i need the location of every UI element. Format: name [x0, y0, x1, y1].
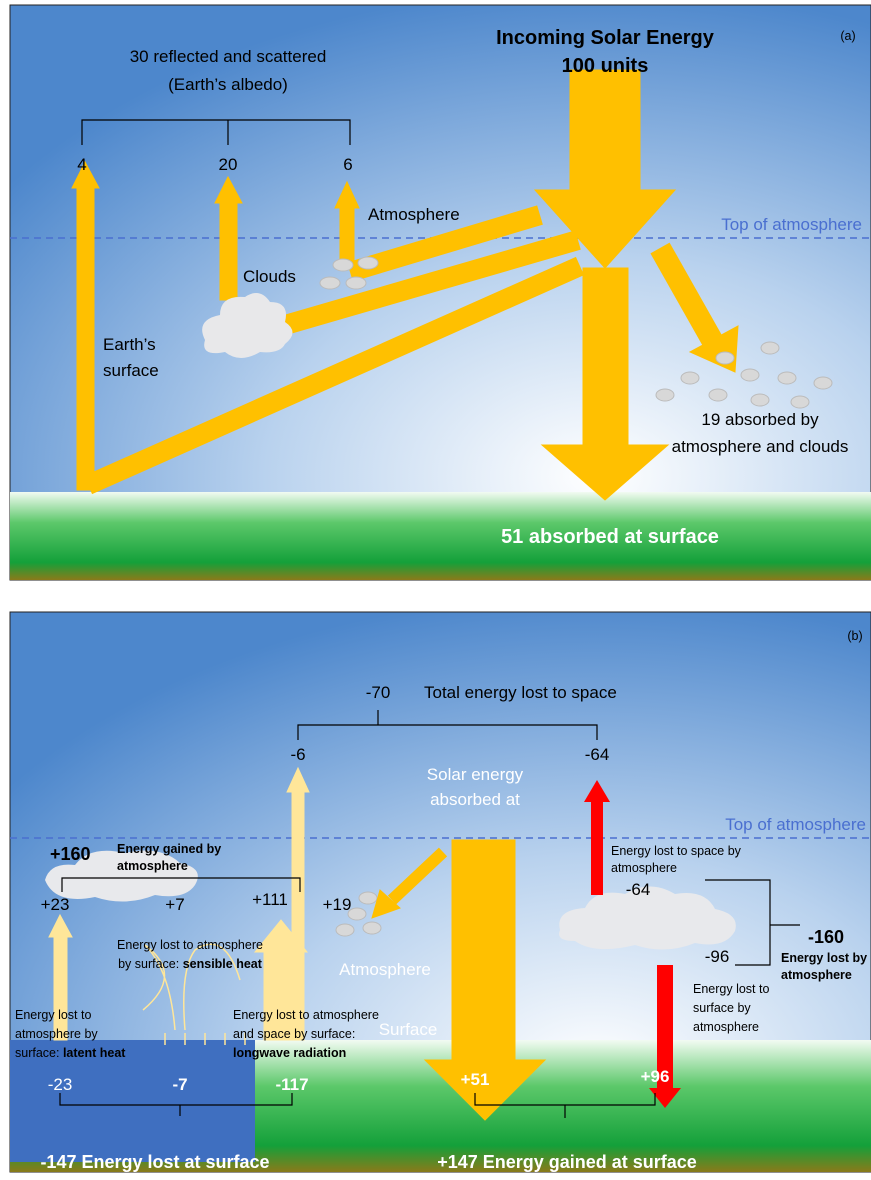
label: longwave radiation [233, 1046, 346, 1060]
title: 100 units [562, 55, 649, 77]
label: Energy gained by [117, 842, 221, 856]
clouds [45, 850, 736, 950]
value-label: 20 [219, 155, 238, 174]
label: Energy lost by [781, 951, 867, 965]
ground [10, 492, 871, 580]
value-label: +111 [252, 890, 288, 909]
absorbed-label: atmosphere and clouds [672, 437, 849, 456]
panel-label: (b) [847, 629, 862, 643]
water [10, 1040, 255, 1162]
region-label: Earth’s [103, 335, 156, 354]
red-arrows [584, 780, 681, 1108]
value-label: +19 [323, 895, 352, 914]
absorbed-label: 19 absorbed by [701, 410, 819, 429]
panel-label: (a) [840, 29, 855, 43]
pale-arrows [48, 766, 310, 1045]
reflected-label: (Earth’s albedo) [168, 75, 288, 94]
sky [9, 4, 871, 581]
value-label: 4 [77, 155, 86, 174]
solar-arrows [371, 839, 547, 1121]
value-label: -64 [585, 745, 610, 764]
arrows [71, 69, 739, 501]
panel-a: (a) Incoming Solar Energy 100 units 30 r… [9, 4, 871, 581]
region-label: surface [103, 361, 159, 380]
reflected-label: 30 reflected and scattered [130, 47, 327, 66]
label: atmosphere by [15, 1027, 98, 1041]
label: atmosphere [611, 861, 677, 875]
value-label: -7 [172, 1075, 187, 1094]
value-label: -64 [626, 880, 651, 899]
label: atmosphere [781, 968, 852, 982]
label: atmosphere [693, 1020, 759, 1034]
particles [335, 891, 382, 937]
bracket [81, 119, 351, 145]
total-label: +147 Energy gained at surface [437, 1152, 697, 1172]
toa-label: Top of atmosphere [721, 215, 862, 234]
toa-label: Top of atmosphere [725, 815, 866, 834]
value-label: -96 [705, 947, 730, 966]
value-label: +160 [50, 844, 91, 864]
label: surface: [15, 1046, 63, 1060]
value-label: -70 [366, 683, 391, 702]
particles [319, 256, 833, 409]
label: and space by surface: [233, 1027, 355, 1041]
cloud [202, 293, 293, 358]
bracket [297, 710, 598, 740]
total-label: -147 Energy lost at surface [40, 1152, 269, 1172]
label: by surface: [118, 957, 183, 971]
region-label: Atmosphere [368, 205, 460, 224]
label: Energy lost to atmosphere [117, 938, 263, 952]
bracket [474, 1093, 656, 1118]
label: Solar energy [427, 765, 524, 784]
value-label: -160 [808, 927, 844, 947]
label-bold: latent heat [63, 1046, 126, 1060]
value-label: 6 [343, 155, 352, 174]
bracket [705, 879, 800, 966]
title: Incoming Solar Energy [496, 27, 715, 49]
absorbed-label: 51 absorbed at surface [501, 526, 719, 548]
label: Total energy lost to space [424, 683, 617, 702]
value-label: +51 [461, 1070, 490, 1089]
value-label: +7 [165, 895, 184, 914]
label: Energy lost to atmosphere [233, 1008, 379, 1022]
region-label: Surface [379, 1020, 438, 1039]
label: absorbed at [430, 790, 520, 809]
value-label: -117 [275, 1075, 308, 1094]
label: atmosphere [117, 859, 188, 873]
region-label: Atmosphere [339, 960, 431, 979]
label-bold: sensible heat [183, 957, 263, 971]
label: by surface: sensible heat [118, 957, 263, 971]
panel-b: (b) -70 Total energy lost to space -6 -6… [9, 611, 871, 1173]
region-label: Clouds [243, 267, 296, 286]
value-label: -23 [48, 1075, 73, 1094]
bracket [61, 877, 301, 892]
label: Energy lost to [693, 982, 769, 996]
label: Energy lost to [15, 1008, 91, 1022]
bracket [59, 1093, 293, 1116]
label: surface: latent heat [15, 1046, 126, 1060]
value-label: +23 [41, 895, 70, 914]
value-label: +96 [641, 1067, 670, 1086]
label: surface by [693, 1001, 751, 1015]
value-label: -6 [290, 745, 305, 764]
label: Energy lost to space by [611, 844, 742, 858]
